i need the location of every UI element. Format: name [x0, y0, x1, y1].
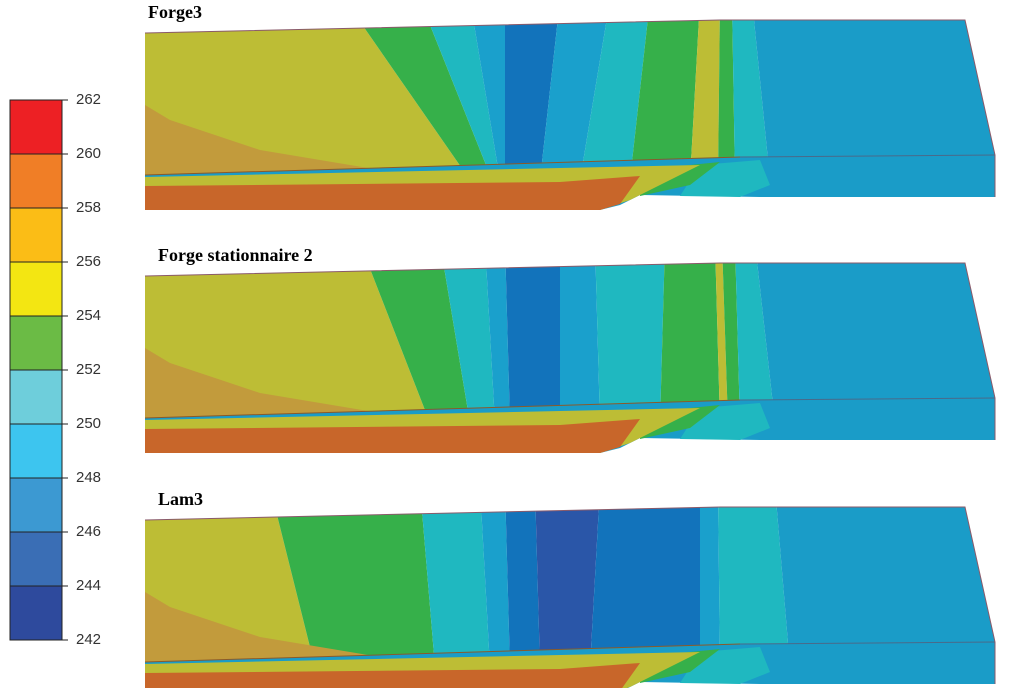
color-segment: [9, 423, 63, 479]
color-segment: [9, 369, 63, 425]
contour-band: [470, 20, 505, 175]
tick-label: 248: [76, 469, 101, 486]
contour-band: [145, 20, 470, 175]
outline: [144, 506, 996, 684]
contour-band: [722, 263, 740, 418]
contour-band: [145, 348, 380, 418]
panel-title: Forge3: [148, 2, 202, 22]
contour-band: [480, 507, 510, 662]
tick-label: 258: [76, 199, 101, 216]
contour-band: [540, 20, 610, 175]
panel: Forge stationnaire 2: [144, 245, 996, 453]
top-face: [145, 20, 995, 175]
color-segment: [9, 531, 63, 587]
contour-band: [505, 263, 560, 418]
front-band: [145, 663, 640, 688]
contour-band: [345, 20, 492, 175]
contour-band: [660, 263, 720, 418]
contour-band: [560, 263, 600, 418]
color-segment: [9, 207, 63, 263]
panel-title: Forge stationnaire 2: [158, 245, 313, 265]
top-face: [145, 507, 995, 662]
contour-band: [145, 263, 430, 418]
contour-band: [580, 20, 650, 175]
contour-band: [590, 507, 700, 662]
edge: [739, 154, 996, 158]
colorbar: 262 260 258 256 254 252 250 248 246 244 242: [9, 91, 101, 648]
tick-label: 250: [76, 415, 101, 432]
edge: [144, 643, 741, 663]
edge: [144, 156, 741, 176]
contour-band: [718, 507, 790, 662]
tick-label: 260: [76, 145, 101, 162]
tick-label: 244: [76, 577, 101, 594]
contour-band: [775, 507, 995, 662]
tick-label: 242: [76, 631, 101, 648]
tick-label: 256: [76, 253, 101, 270]
contour-band: [145, 592, 380, 662]
tick-label: 254: [76, 307, 101, 324]
contour-band: [718, 20, 735, 175]
contour-band: [145, 105, 380, 175]
contour-band: [690, 20, 720, 175]
edge: [739, 641, 996, 645]
panel-title: Lam3: [158, 489, 203, 509]
contour-band: [535, 507, 600, 662]
color-segment: [9, 477, 63, 533]
contour-band: [505, 20, 560, 175]
contour-band: [440, 263, 495, 418]
edge: [739, 397, 996, 401]
tick-label: 246: [76, 523, 101, 540]
contour-band: [595, 263, 665, 418]
contour-band: [420, 20, 500, 175]
front-band: [145, 176, 640, 210]
panel: Forge3: [144, 2, 996, 210]
front-band: [145, 419, 640, 453]
contour-band: [270, 507, 435, 662]
color-segment: [9, 585, 63, 641]
contour-band: [360, 263, 470, 418]
tick-label: 262: [76, 91, 101, 108]
panel: Lam3: [144, 489, 996, 688]
contour-band: [752, 20, 995, 175]
color-segment: [9, 261, 63, 317]
contour-band: [485, 263, 510, 418]
contour-band: [715, 263, 728, 418]
tick-label: 252: [76, 361, 101, 378]
contour-band: [700, 507, 720, 662]
outline: [144, 19, 996, 197]
color-segment: [9, 99, 63, 155]
outline: [144, 262, 996, 440]
contour-band: [505, 507, 540, 662]
contour-band: [630, 20, 700, 175]
top-face: [145, 263, 995, 418]
contour-band: [755, 263, 995, 418]
contour-band: [735, 263, 775, 418]
edge: [144, 399, 741, 419]
color-segment: [9, 315, 63, 371]
color-segment: [9, 153, 63, 209]
contour-band: [732, 20, 770, 175]
contour-band: [420, 507, 490, 662]
panels: Forge3 Forge stationnaire 2 Lam3: [144, 2, 996, 688]
